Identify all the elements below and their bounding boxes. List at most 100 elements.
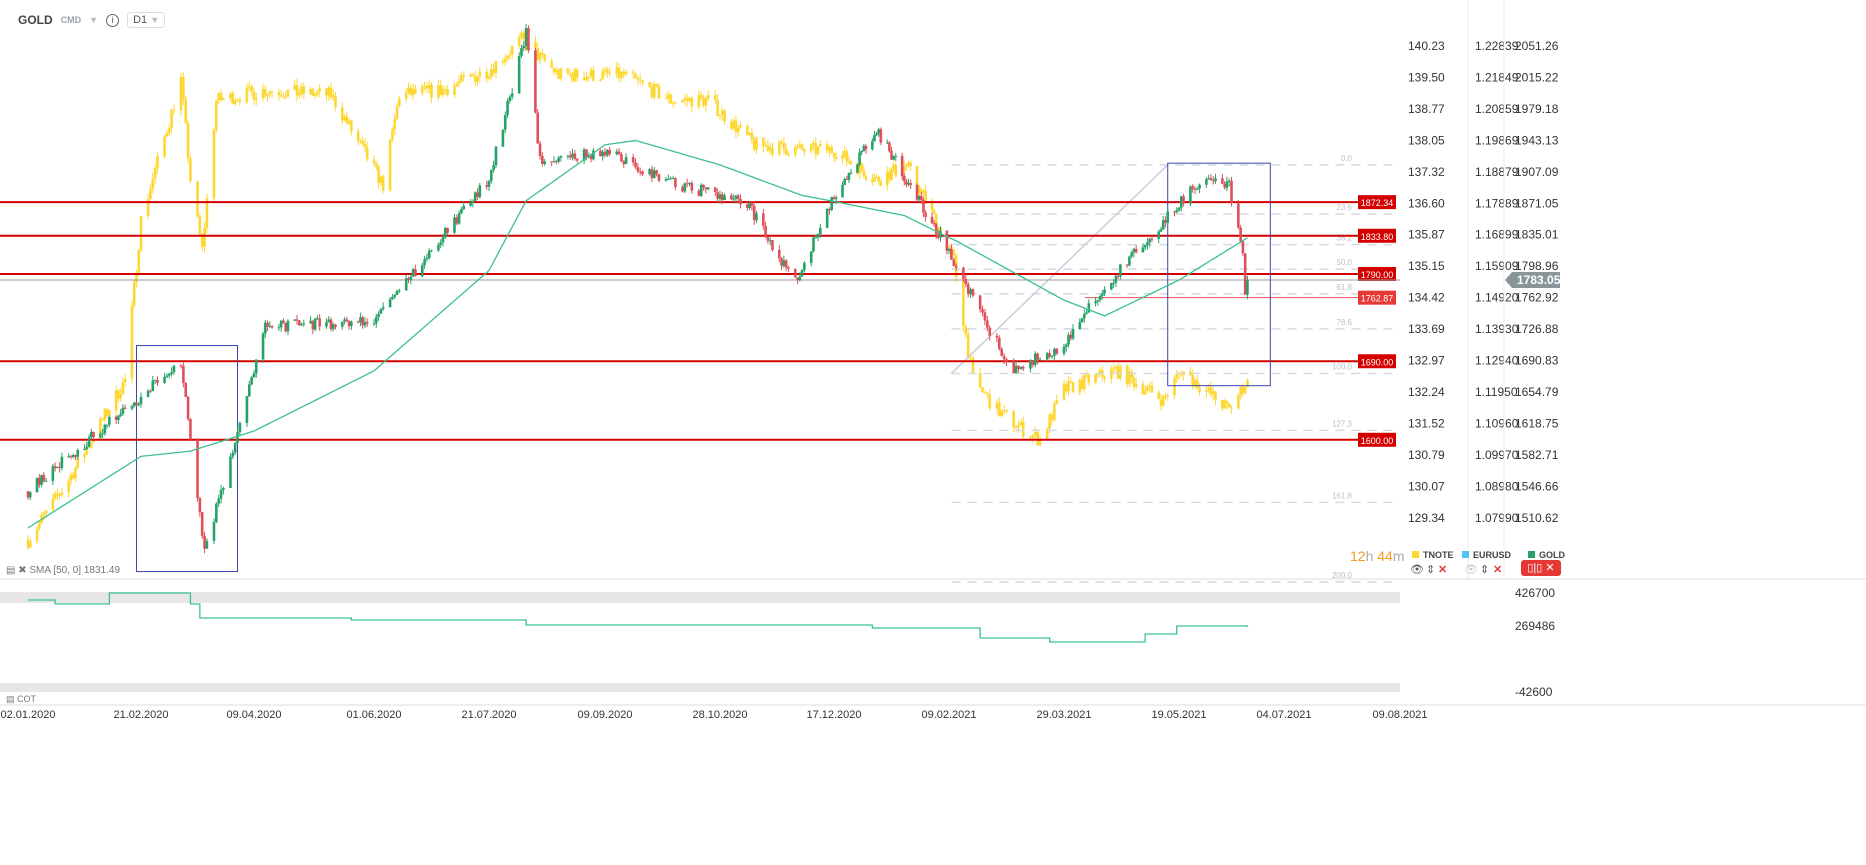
gold-candle [247, 384, 251, 397]
tnote-eye-icon[interactable]: 👁 [1410, 564, 1424, 576]
gold-tick: 1726.88 [1515, 322, 1559, 336]
timeframe-select[interactable]: D1 ▼ [127, 12, 166, 28]
tnote-candle [1134, 384, 1138, 387]
gold-candle [1189, 186, 1192, 204]
tnote-candle [99, 418, 102, 440]
tnote-candle [714, 95, 717, 100]
gold-candle [825, 209, 829, 228]
gold-candle [636, 167, 640, 172]
cot-indicator-label[interactable]: ▤ COT [6, 694, 37, 704]
eurusd-reorder-icon[interactable]: ⇕ [1480, 564, 1490, 576]
gold-candle [196, 439, 199, 498]
gold-candle [652, 170, 656, 179]
gold-candle [293, 319, 297, 321]
gold-candle [950, 248, 953, 260]
tnote-candle [964, 326, 968, 334]
tnote-candle [350, 120, 353, 132]
gold-candle [379, 308, 383, 314]
tnote-candle [282, 96, 285, 98]
gold-candle [60, 456, 64, 468]
tnote-candle [1071, 381, 1075, 393]
tnote-candle [1193, 380, 1197, 386]
gold-candle [864, 145, 868, 150]
tnote-candle [1103, 376, 1106, 379]
gold-candle [568, 155, 572, 158]
tnote-candle [455, 83, 459, 86]
gold-candle [462, 205, 465, 210]
gold-candle [423, 259, 426, 266]
sma-value: SMA [50, 0] 1831.49 [29, 565, 121, 576]
tnote-tick: 132.24 [1408, 385, 1445, 399]
tnote-candle [478, 71, 482, 78]
tnote-candle [652, 84, 656, 98]
tnote-candle [762, 137, 765, 147]
tnote-candle [892, 164, 895, 170]
tnote-candle [864, 176, 868, 180]
eurusd-close-icon[interactable]: ✕ [1493, 564, 1503, 576]
gold-candle [924, 212, 927, 217]
gold-candle [252, 373, 256, 378]
gold-candle [105, 424, 109, 426]
tnote-candle [1067, 381, 1070, 392]
symbol-name: GOLD [18, 13, 53, 27]
eurusd-tick: 1.12940 [1475, 354, 1519, 368]
gold-candle [543, 161, 546, 164]
tnote-candle [862, 170, 866, 177]
gold-candle [934, 224, 938, 235]
tnote-candle [139, 216, 143, 251]
gold-candle [1110, 283, 1113, 290]
tnote-reorder-icon[interactable]: ⇕ [1426, 564, 1436, 576]
gold-candle [388, 299, 392, 308]
eurusd-eye-icon[interactable]: 👁 [1464, 564, 1478, 576]
gold-candle [215, 503, 218, 523]
gold-candle [186, 396, 190, 419]
gold-candle [130, 406, 134, 409]
gold-candle [945, 230, 949, 251]
tnote-candle [1000, 410, 1004, 417]
gold-candle [771, 240, 774, 250]
tnote-candle [803, 149, 806, 152]
gold-candle [1053, 348, 1056, 356]
gold-candle [900, 155, 904, 177]
info-icon[interactable]: i [106, 13, 120, 27]
gold-candle [1205, 178, 1208, 185]
gold-candle [1198, 184, 1201, 189]
tnote-close-icon[interactable]: ✕ [1438, 564, 1448, 576]
tnote-candle [841, 155, 844, 159]
gold-tick: 1546.66 [1515, 479, 1559, 493]
gold-candle [690, 182, 694, 191]
chevron-down-icon[interactable]: ▼ [89, 15, 99, 25]
gold-candle [784, 260, 788, 268]
gold-series-controls[interactable]: ▯|▯ ✕ [1521, 560, 1561, 576]
tnote-candle [517, 37, 521, 46]
gold-tick: 1582.71 [1515, 448, 1559, 462]
tnote-candle [189, 158, 192, 182]
tnote-candle [117, 390, 120, 399]
sma-indicator-label[interactable]: ▤ ✖ SMA [50, 0] 1831.49 [6, 565, 121, 576]
gold-candle [1098, 295, 1102, 301]
price-level-value: 1690.00 [1361, 357, 1394, 367]
gold-candle [1179, 196, 1183, 208]
tnote-candle [1055, 399, 1059, 404]
tnote-tick: 130.79 [1408, 448, 1445, 462]
tnote-candle [752, 140, 756, 150]
tnote-candle [704, 98, 708, 106]
gold-close-icon[interactable]: ✕ [1545, 562, 1555, 574]
gold-candle [1119, 264, 1122, 277]
gold-candle [1064, 344, 1068, 347]
gold-candle [819, 227, 822, 235]
tnote-candle [636, 77, 640, 80]
current-price-tag [1505, 272, 1560, 289]
gold-candle [1132, 248, 1136, 253]
tnote-candle [182, 76, 185, 100]
gold-candle [885, 142, 889, 144]
candlestick-icon[interactable]: ▯|▯ [1527, 562, 1543, 574]
gold-candle [163, 376, 166, 384]
gold-candle [764, 225, 767, 238]
price-level-value: 1762.87 [1361, 294, 1394, 304]
gold-candle [739, 198, 742, 205]
tnote-candle [902, 166, 906, 172]
x-tick: 01.06.2020 [346, 709, 401, 721]
tnote-candle [648, 82, 651, 87]
